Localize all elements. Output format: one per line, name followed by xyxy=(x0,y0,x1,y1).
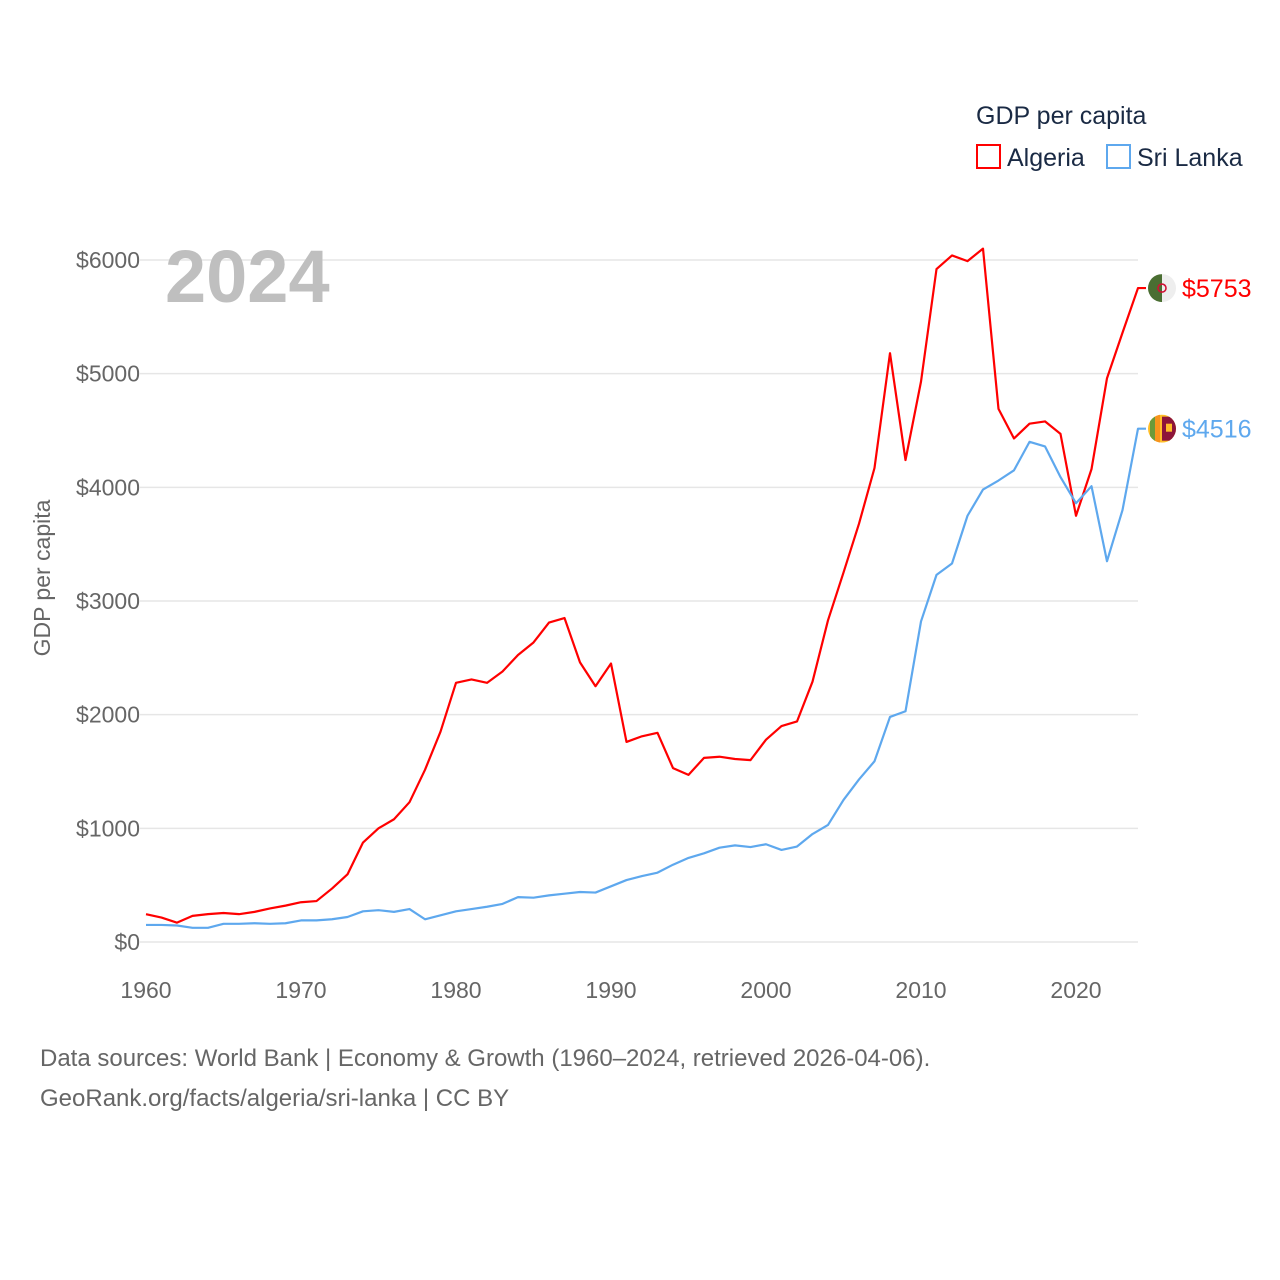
year-label: 2024 xyxy=(165,235,330,318)
legend-title: GDP per capita xyxy=(976,102,1147,130)
y-tick-label: $4000 xyxy=(76,474,140,500)
x-tick-label: 2010 xyxy=(895,977,946,1003)
y-tick-label: $3000 xyxy=(76,588,140,614)
footer-link[interactable]: GeoRank.org/facts/algeria/sri-lanka | CC… xyxy=(40,1085,510,1112)
series-line-sri-lanka xyxy=(146,427,1146,929)
y-axis-label: GDP per capita xyxy=(29,499,55,656)
x-tick-label: 1980 xyxy=(430,977,481,1003)
flag-green xyxy=(1150,414,1155,443)
x-tick-label: 2000 xyxy=(740,977,791,1003)
flag-green xyxy=(1148,274,1162,303)
flag xyxy=(1148,414,1176,443)
end-value-label: $5753 xyxy=(1182,275,1252,303)
legend-swatch-sri-lanka xyxy=(1106,144,1131,169)
y-tick-label: $0 xyxy=(114,929,140,955)
legend-label-sri-lanka[interactable]: Sri Lanka xyxy=(1137,144,1243,172)
y-tick-label: $5000 xyxy=(76,361,140,387)
series-line-algeria xyxy=(145,247,1146,924)
end-value-label: $4516 xyxy=(1182,416,1252,444)
algeria-flag-icon xyxy=(1148,274,1176,303)
y-tick-label: $6000 xyxy=(76,247,140,273)
legend-swatch-algeria xyxy=(976,144,1001,169)
x-tick-label: 2020 xyxy=(1050,977,1101,1003)
y-tick-label: $1000 xyxy=(76,815,140,841)
y-tick-label: $2000 xyxy=(76,702,140,728)
sri-lanka-flag-icon xyxy=(1148,414,1176,443)
flag-white xyxy=(1162,274,1176,303)
flag xyxy=(1148,274,1176,303)
legend-label-algeria[interactable]: Algeria xyxy=(1007,144,1085,172)
flag-orange xyxy=(1155,414,1160,443)
x-tick-label: 1990 xyxy=(585,977,636,1003)
x-tick-label: 1970 xyxy=(275,977,326,1003)
footer-sources: Data sources: World Bank | Economy & Gro… xyxy=(40,1045,931,1072)
flag-crescent xyxy=(1157,283,1167,293)
legend: GDP per capita Algeria Sri Lanka xyxy=(976,102,1243,172)
flag-lion xyxy=(1166,423,1172,432)
x-tick-label: 1960 xyxy=(120,977,171,1003)
